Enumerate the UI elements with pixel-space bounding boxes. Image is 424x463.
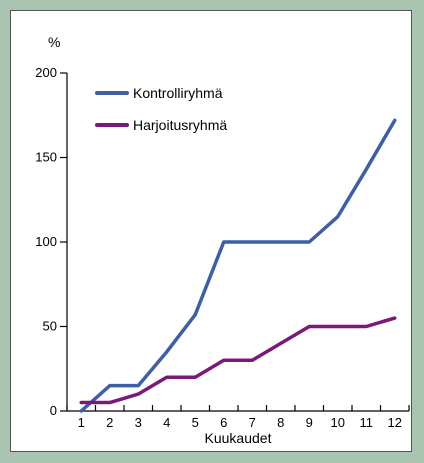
x-tick-label: 10 [331, 415, 345, 430]
x-tick-label: 12 [388, 415, 402, 430]
x-tick-label: 1 [78, 415, 85, 430]
chart-frame: % Kuukaudet 0 50 100 150 200 1 2 3 4 5 6 7 8 9 10 11 12 K… [10, 10, 412, 452]
series-lines [79, 118, 397, 413]
series-line-1 [79, 118, 397, 413]
y-tick-label: 50 [43, 319, 57, 334]
y-axis-title: % [48, 34, 60, 50]
x-tick-label: 2 [106, 415, 113, 430]
x-tick-label: 5 [192, 415, 199, 430]
x-tick-label: 6 [220, 415, 227, 430]
legend-label: Harjoitusryhmä [133, 117, 227, 133]
series-line-2 [79, 316, 397, 405]
legend: Kontrolliryhmä Harjoitusryhmä [95, 85, 227, 133]
x-axis-title: Kuukaudet [205, 430, 272, 446]
x-tick-label: 11 [360, 415, 374, 430]
y-tick-label: 200 [35, 65, 57, 80]
x-tick-label: 3 [135, 415, 142, 430]
legend-label: Kontrolliryhmä [133, 85, 223, 101]
y-tick-label: 0 [50, 403, 57, 418]
y-tick-label: 100 [35, 234, 57, 249]
axes: % Kuukaudet [48, 34, 409, 446]
x-tick-label: 7 [249, 415, 256, 430]
x-tick-label: 4 [163, 415, 170, 430]
y-tick-label: 150 [35, 150, 57, 165]
x-tick-label: 8 [277, 415, 284, 430]
x-tick-label: 9 [306, 415, 313, 430]
